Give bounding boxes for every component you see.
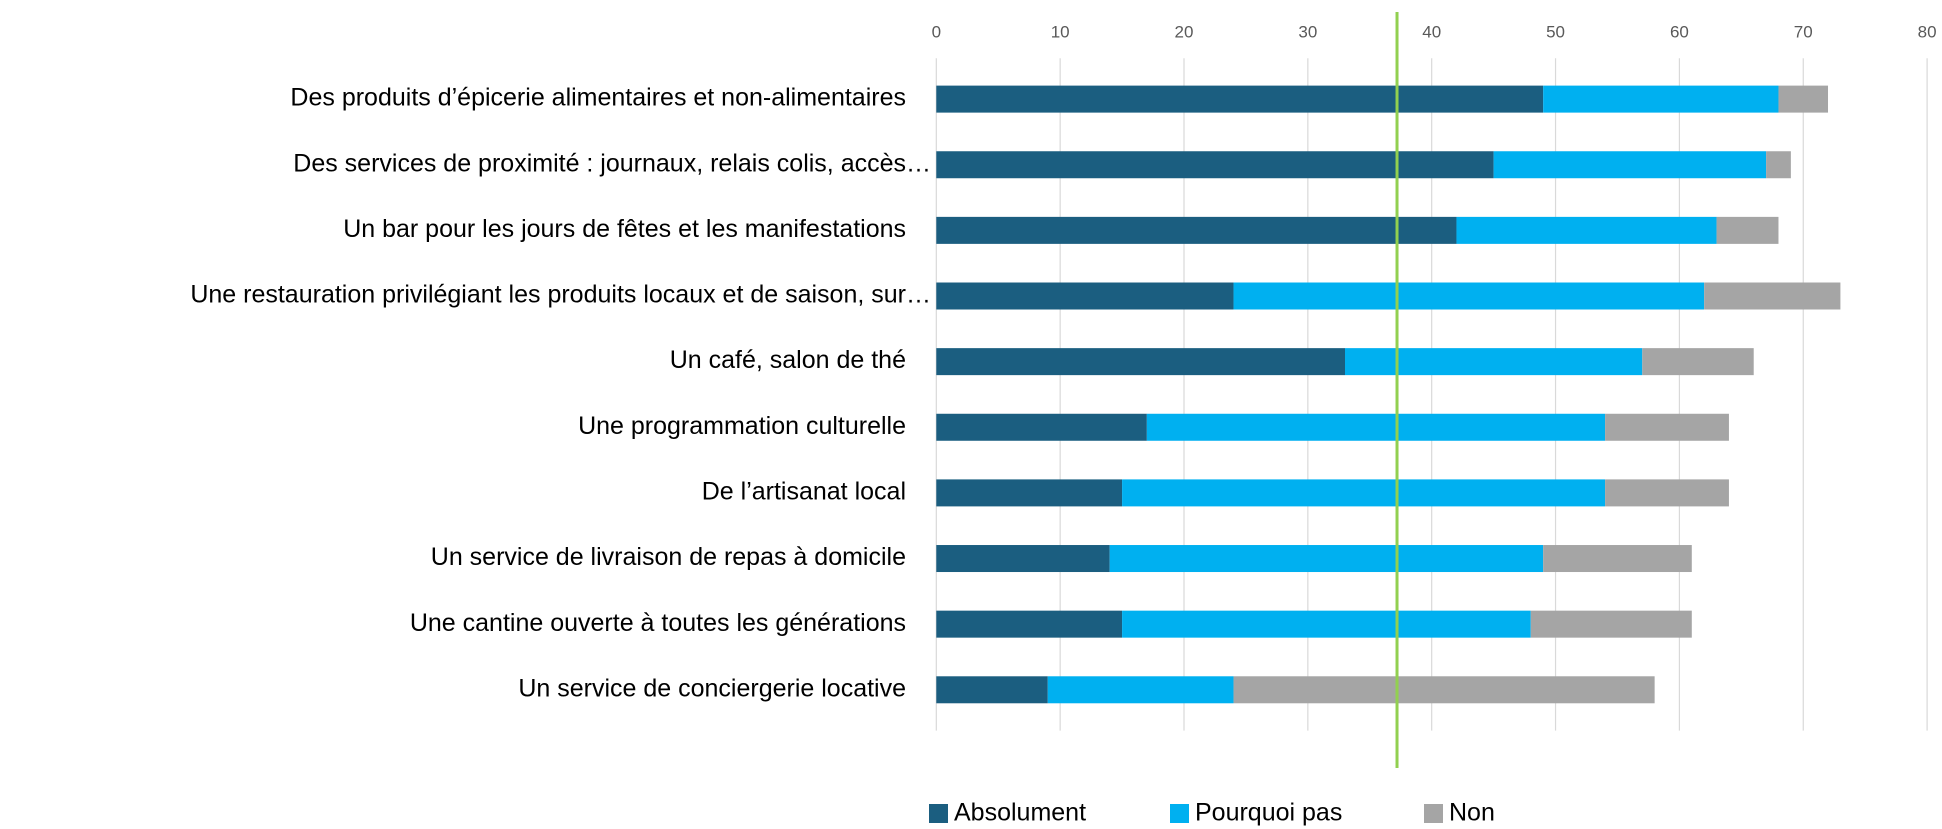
category-label: De l’artisanat local bbox=[702, 478, 906, 506]
x-tick-label: 20 bbox=[1175, 22, 1194, 41]
bar-segment bbox=[1345, 348, 1643, 376]
x-tick-label: 10 bbox=[1051, 22, 1070, 41]
bar-segment bbox=[1716, 216, 1779, 244]
category-label: Un café, salon de thé bbox=[670, 346, 906, 374]
category-label: Une programmation culturelle bbox=[578, 412, 906, 440]
category-label: Un service de livraison de repas à domic… bbox=[431, 543, 906, 571]
bar-segment bbox=[1543, 545, 1692, 573]
category-label: Une cantine ouverte à toutes les générat… bbox=[410, 609, 906, 637]
bar-segment bbox=[936, 85, 1544, 113]
x-tick-label: 70 bbox=[1794, 22, 1813, 41]
bar-segment bbox=[936, 610, 1123, 638]
bar-segment bbox=[936, 413, 1147, 441]
category-label: Une restauration privilégiant les produi… bbox=[190, 281, 931, 309]
bar-segment bbox=[936, 151, 1494, 179]
bar-segment bbox=[1642, 348, 1754, 376]
bar-segment bbox=[1047, 676, 1234, 704]
legend-swatch bbox=[1424, 804, 1443, 823]
legend-swatch bbox=[1170, 804, 1189, 823]
bar-segment bbox=[936, 348, 1346, 376]
bar-segment bbox=[1456, 216, 1717, 244]
bar-segment bbox=[1530, 610, 1692, 638]
legend-label: Pourquoi pas bbox=[1195, 799, 1342, 827]
category-label: Un bar pour les jours de fêtes et les ma… bbox=[343, 215, 906, 243]
x-tick-label: 80 bbox=[1918, 22, 1937, 41]
legend-swatch bbox=[929, 804, 948, 823]
bar-segment bbox=[1605, 413, 1729, 441]
bar-segment bbox=[1109, 545, 1544, 573]
x-tick-label: 60 bbox=[1670, 22, 1689, 41]
category-label: Des services de proximité : journaux, re… bbox=[293, 149, 931, 177]
bar-segment bbox=[1146, 413, 1606, 441]
bar-segment bbox=[1122, 610, 1531, 638]
category-label: Des produits d’épicerie alimentaires et … bbox=[290, 84, 906, 112]
bar-segment bbox=[1233, 282, 1705, 310]
category-label: Un service de conciergerie locative bbox=[518, 674, 906, 702]
x-tick-label: 40 bbox=[1422, 22, 1441, 41]
bar-segment bbox=[1605, 479, 1729, 507]
bar-segment bbox=[1233, 676, 1655, 704]
bar-segment bbox=[936, 216, 1457, 244]
x-tick-label: 30 bbox=[1298, 22, 1317, 41]
bar-segment bbox=[936, 479, 1123, 507]
legend-label: Non bbox=[1449, 799, 1495, 827]
bar-segment bbox=[1543, 85, 1779, 113]
legend-label: Absolument bbox=[954, 799, 1086, 827]
bar-segment bbox=[936, 676, 1048, 704]
bar-segment bbox=[1766, 151, 1791, 179]
bar-segment bbox=[1704, 282, 1841, 310]
x-tick-label: 0 bbox=[932, 22, 941, 41]
bar-segment bbox=[1122, 479, 1606, 507]
x-tick-label: 50 bbox=[1546, 22, 1565, 41]
bar-segment bbox=[936, 545, 1110, 573]
bar-segment bbox=[1778, 85, 1829, 113]
bar-segment bbox=[936, 282, 1234, 310]
bar-segment bbox=[1493, 151, 1767, 179]
